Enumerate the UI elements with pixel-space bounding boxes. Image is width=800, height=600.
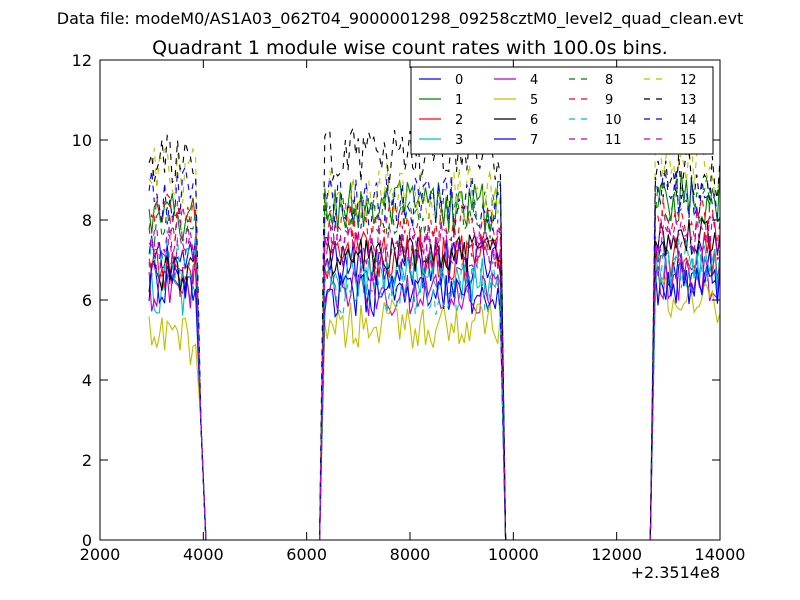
series-line-13: [148, 127, 720, 540]
y-tick-label: 10: [72, 131, 92, 150]
figure-suptitle: Data file: modeM0/AS1A03_062T04_90000012…: [57, 9, 743, 29]
x-tick-label: 6000: [286, 545, 327, 564]
legend-label-1: 1: [455, 93, 463, 108]
legend-label-13: 13: [680, 93, 697, 108]
x-tick-label: 12000: [591, 545, 642, 564]
series-line-15: [148, 207, 720, 540]
legend-label-11: 11: [605, 133, 622, 148]
legend-label-3: 3: [455, 133, 463, 148]
series-line-11: [148, 212, 720, 540]
y-tick-label: 0: [82, 531, 92, 550]
legend-label-14: 14: [680, 113, 697, 128]
legend-label-7: 7: [530, 133, 538, 148]
legend-label-12: 12: [680, 73, 697, 88]
legend-label-6: 6: [530, 113, 538, 128]
x-offset-label: +2.3514e8: [631, 563, 720, 582]
legend-box: [410, 66, 714, 155]
x-tick-label: 4000: [183, 545, 224, 564]
series-line-1: [148, 167, 720, 540]
series-layer: [148, 127, 720, 540]
x-tick-label: 14000: [695, 545, 746, 564]
series-line-3: [149, 244, 720, 540]
series-line-12: [148, 134, 720, 540]
x-tick-label: 8000: [390, 545, 431, 564]
legend-label-5: 5: [530, 93, 538, 108]
legend-label-2: 2: [455, 113, 463, 128]
series-line-4: [148, 252, 720, 540]
legend-label-4: 4: [530, 73, 538, 88]
series-line-7: [148, 262, 720, 540]
series-line-9: [148, 193, 720, 540]
legend-label-8: 8: [605, 73, 613, 88]
y-tick-label: 4: [82, 371, 92, 390]
x-tick-label: 2000: [80, 545, 121, 564]
legend-label-9: 9: [605, 93, 613, 108]
legend-label-15: 15: [680, 133, 697, 148]
y-tick-label: 6: [82, 291, 92, 310]
y-tick-label: 12: [72, 51, 92, 70]
series-line-5: [148, 276, 720, 540]
chart-title: Quadrant 1 module wise count rates with …: [152, 37, 668, 59]
y-tick-label: 2: [82, 451, 92, 470]
series-line-14: [148, 165, 720, 540]
y-tick-label: 8: [82, 211, 92, 230]
legend-label-0: 0: [455, 73, 463, 88]
series-line-6: [148, 217, 720, 540]
x-tick-label: 10000: [488, 545, 539, 564]
legend-label-10: 10: [605, 113, 622, 128]
